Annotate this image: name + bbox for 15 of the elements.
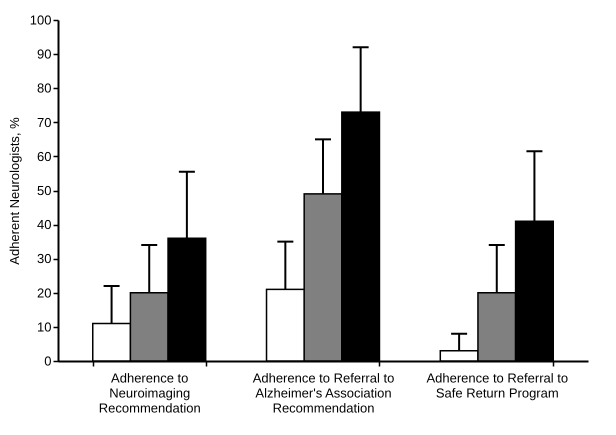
y-tick-label: 40 (37, 217, 52, 232)
y-tick-label: 70 (37, 114, 52, 130)
y-tick-label: 90 (37, 46, 52, 62)
y-tick-label: 80 (37, 80, 52, 96)
x-tick-label: Adherence to Referral to Alzheimer's Association Recommendation (252, 370, 394, 416)
y-tick-label: 0 (44, 354, 52, 368)
x-tick-label: Adherence to Neuroimaging Recommendation (98, 370, 201, 416)
y-tick-label: 30 (37, 251, 52, 266)
x-tick-label: Adherence to Referral to Safe Return Program (426, 370, 568, 400)
y-tick-label: 20 (37, 285, 52, 300)
y-tick-label: 50 (37, 183, 52, 198)
y-tick-label: 10 (37, 319, 52, 334)
y-axis-title: Adherent Neurologists, % (6, 116, 22, 265)
y-tick-label: 60 (37, 148, 52, 164)
y-tick-label: 100 (30, 12, 52, 28)
